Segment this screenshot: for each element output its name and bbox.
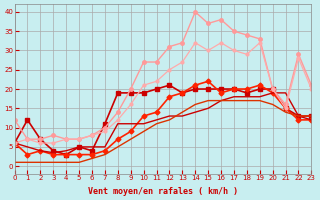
X-axis label: Vent moyen/en rafales ( km/h ): Vent moyen/en rafales ( km/h ) — [88, 187, 238, 196]
